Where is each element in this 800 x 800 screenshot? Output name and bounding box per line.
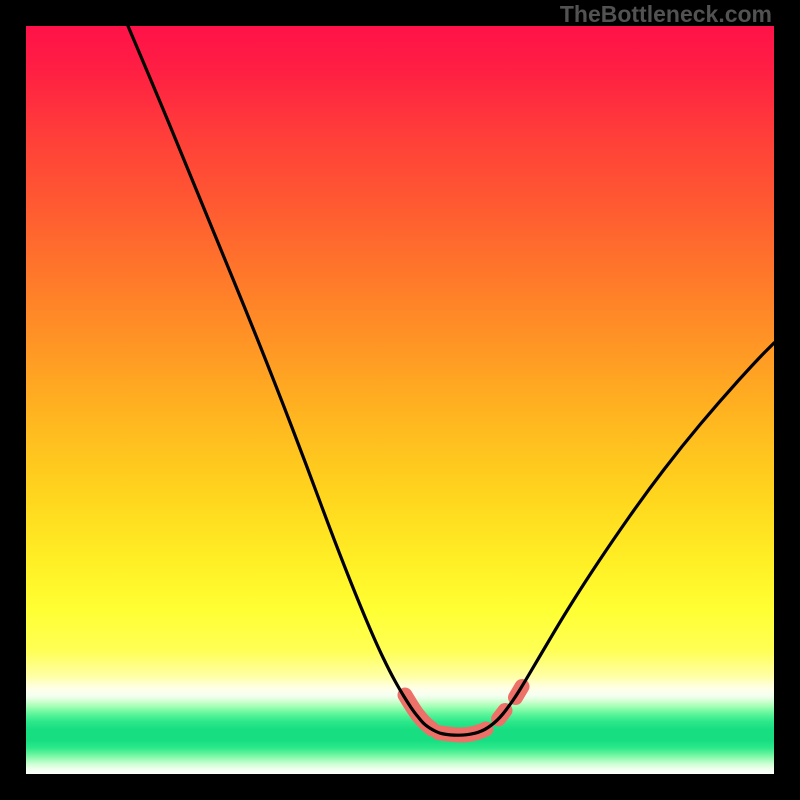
watermark-text: TheBottleneck.com [560, 1, 772, 28]
bottleneck-chart [0, 0, 800, 800]
plot-background [26, 26, 774, 774]
chart-root: TheBottleneck.com [0, 0, 800, 800]
